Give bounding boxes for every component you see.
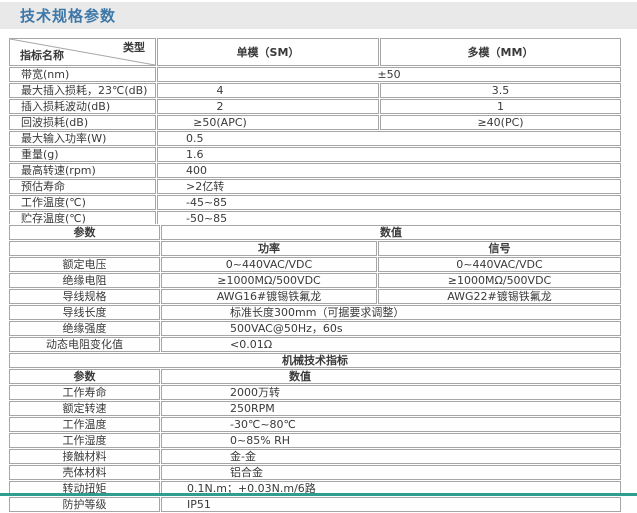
row-label: 工作湿度 (9, 433, 160, 448)
mechanical-header-row: 参数 数值 (9, 369, 621, 384)
merged-value: 0.5 (157, 131, 621, 146)
merged-value: 1.6 (157, 147, 621, 162)
subheader-power: 功率 (161, 241, 377, 256)
multi-mode-value: 1 (380, 99, 621, 114)
row-label: 预估寿命 (9, 179, 156, 194)
diagonal-label-indicator-name: 指标名称 (20, 49, 64, 62)
power-value: AWG16#镀锡铁氟龙 (161, 289, 377, 304)
mechanical-spec-row: 工作寿命 2000万转 (9, 385, 621, 400)
mechanical-spec-row: 接触材料 金-金 (9, 449, 621, 464)
single-mode-value: 2 (157, 99, 379, 114)
merged-value: 标准长度300mm（可据要求调整） (161, 305, 621, 320)
mechanical-value: -30℃~80℃ (161, 417, 621, 432)
spec-row: 回波损耗(dB) ≥50(APC) ≥40(PC) (9, 115, 621, 130)
table2-subheader-row: 功率 信号 (9, 241, 621, 256)
row-label: 最大输入功率(W) (9, 131, 156, 146)
column-header-multi-mode: 多模（MM） (380, 38, 621, 66)
merged-value: -45~85 (157, 195, 621, 210)
multi-mode-value: 3.5 (380, 83, 621, 98)
electrical-spec-row: 导线长度 标准长度300mm（可据要求调整） (9, 305, 621, 320)
row-label: 额定转速 (9, 401, 160, 416)
header-value: 数值 (161, 225, 621, 240)
multi-mode-value: ≥40(PC) (380, 115, 621, 130)
electrical-spec-row: 动态电阻变化值 <0.01Ω (9, 337, 621, 352)
mechanical-value: 0~85% RH (161, 433, 621, 448)
row-label: 绝缘强度 (9, 321, 160, 336)
row-label: 导线规格 (9, 289, 160, 304)
power-value: ≥1000MΩ/500VDC (161, 273, 377, 288)
mechanical-value: IP51 (161, 497, 621, 512)
header-param: 参数 (9, 225, 160, 240)
spec-row: 工作温度(℃) -45~85 (9, 195, 621, 210)
electrical-spec-row: 绝缘强度 500VAC@50Hz，60s (9, 321, 621, 336)
mechanical-value: 金-金 (161, 449, 621, 464)
merged-value: <0.01Ω (161, 337, 621, 352)
signal-value: 0~440VAC/VDC (378, 257, 621, 272)
row-label: 接触材料 (9, 449, 160, 464)
mechanical-spec-row: 额定转速 250RPM (9, 401, 621, 416)
table2-header-row: 参数 数值 (9, 225, 621, 240)
section-header-bar: 技术规格参数 (0, 2, 637, 29)
diagonal-label-type: 类型 (123, 41, 145, 54)
row-label: 工作温度(℃) (9, 195, 156, 210)
mechanical-section-header-row: 机械技术指标 (9, 353, 621, 368)
page-title: 技术规格参数 (20, 7, 117, 25)
spec-row: 最大输入功率(W) 0.5 (9, 131, 621, 146)
optical-spec-table: 类型 指标名称 单模（SM） 多模（MM） 带宽(nm) ±50 最大插入损耗，23… (8, 37, 622, 227)
signal-value: ≥1000MΩ/500VDC (378, 273, 621, 288)
mech-header-value: 数值 (161, 369, 621, 384)
row-label: 回波损耗(dB) (9, 115, 156, 130)
subheader-signal: 信号 (378, 241, 621, 256)
row-label: 最大插入损耗，23℃(dB) (9, 83, 156, 98)
row-label: 动态电阻变化值 (9, 337, 160, 352)
spec-row: 插入损耗波动(dB) 2 1 (9, 99, 621, 114)
mechanical-value: 铝合金 (161, 465, 621, 480)
mechanical-spec-row: 工作湿度 0~85% RH (9, 433, 621, 448)
empty-cell (9, 241, 160, 256)
mechanical-value: 250RPM (161, 401, 621, 416)
row-label: 最高转速(rpm) (9, 163, 156, 178)
spec-row: 预估寿命 >2亿转 (9, 179, 621, 194)
mechanical-spec-row: 壳体材料 铝合金 (9, 465, 621, 480)
mech-header-param: 参数 (9, 369, 160, 384)
power-value: 0~440VAC/VDC (161, 257, 377, 272)
mechanical-section-title: 机械技术指标 (9, 353, 621, 368)
spec-row: 重量(g) 1.6 (9, 147, 621, 162)
mechanical-spec-row: 防护等级 IP51 (9, 497, 621, 512)
diagonal-header-cell: 类型 指标名称 (9, 38, 156, 66)
single-mode-value: 4 (157, 83, 379, 98)
electrical-spec-row: 导线规格 AWG16#镀锡铁氟龙 AWG22#镀锡铁氟龙 (9, 289, 621, 304)
electrical-spec-row: 额定电压 0~440VAC/VDC 0~440VAC/VDC (9, 257, 621, 272)
mechanical-spec-row: 工作温度 -30℃~80℃ (9, 417, 621, 432)
row-label: 壳体材料 (9, 465, 160, 480)
row-label: 带宽(nm) (9, 67, 156, 82)
table1-header-row: 类型 指标名称 单模（SM） 多模（MM） (9, 38, 621, 66)
row-label: 防护等级 (9, 497, 160, 512)
row-label: 额定电压 (9, 257, 160, 272)
single-mode-value: ≥50(APC) (157, 115, 379, 130)
row-label: 贮存温度(℃) (9, 211, 156, 226)
row-label: 工作温度 (9, 417, 160, 432)
merged-value: 500VAC@50Hz，60s (161, 321, 621, 336)
merged-value: 400 (157, 163, 621, 178)
spec-row: 贮存温度(℃) -50~85 (9, 211, 621, 226)
spec-row: 最大插入损耗，23℃(dB) 4 3.5 (9, 83, 621, 98)
spec-row: 最高转速(rpm) 400 (9, 163, 621, 178)
row-label: 插入损耗波动(dB) (9, 99, 156, 114)
column-header-single-mode: 单模（SM） (157, 38, 379, 66)
electrical-spec-row: 绝缘电阻 ≥1000MΩ/500VDC ≥1000MΩ/500VDC (9, 273, 621, 288)
row-label: 导线长度 (9, 305, 160, 320)
signal-value: AWG22#镀锡铁氟龙 (378, 289, 621, 304)
diagonal-line (10, 39, 155, 65)
electrical-mechanical-spec-table: 参数 数值 功率 信号 额定电压 0~440VAC/VDC 0~440VAC/VDC… (8, 224, 622, 513)
merged-value: ±50 (157, 67, 621, 82)
mechanical-value: 2000万转 (161, 385, 621, 400)
row-label: 绝缘电阻 (9, 273, 160, 288)
spec-row: 带宽(nm) ±50 (9, 67, 621, 82)
merged-value: >2亿转 (157, 179, 621, 194)
page-bottom-rule (0, 493, 637, 496)
row-label: 工作寿命 (9, 385, 160, 400)
row-label: 重量(g) (9, 147, 156, 162)
